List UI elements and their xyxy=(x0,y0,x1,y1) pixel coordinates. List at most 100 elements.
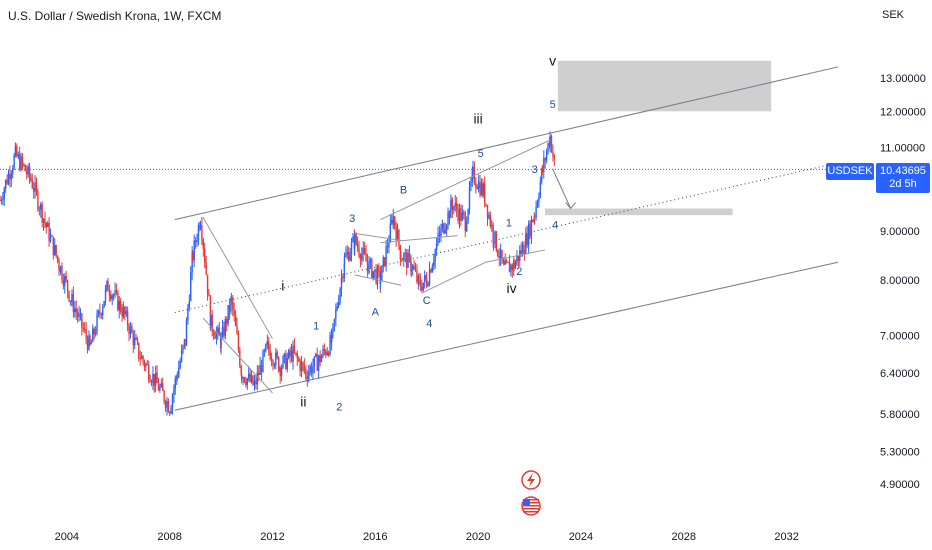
wave-label: iii xyxy=(473,111,482,127)
candle-body xyxy=(389,223,392,243)
candle-body xyxy=(86,338,89,350)
candle-body xyxy=(226,318,228,324)
candle-body xyxy=(166,401,168,408)
candle-body xyxy=(4,179,7,189)
candle-body xyxy=(368,261,370,273)
candle-body xyxy=(472,166,474,171)
candle-body xyxy=(437,234,439,244)
candle-body xyxy=(346,251,348,255)
candle-body xyxy=(523,244,525,254)
candle-body xyxy=(253,380,256,384)
candle-body xyxy=(10,173,13,180)
candle-body xyxy=(326,352,328,355)
candle-body xyxy=(305,371,307,377)
y-tick-label: 12.00000 xyxy=(880,106,926,118)
channel-line xyxy=(174,261,839,411)
candle-body xyxy=(193,240,195,260)
candle-body xyxy=(173,388,175,396)
candle-body xyxy=(347,251,350,261)
candle-body xyxy=(208,294,210,297)
wave-label: i xyxy=(281,278,284,294)
candlestick-series xyxy=(0,131,556,417)
candle-body xyxy=(214,335,216,339)
candle-body xyxy=(268,341,270,351)
wave-trend-line xyxy=(380,235,458,244)
candle-body xyxy=(394,216,396,227)
candle-body xyxy=(191,252,193,273)
candle-body xyxy=(335,309,337,319)
candle-body xyxy=(85,328,87,339)
candle-body xyxy=(140,356,143,359)
candle-body xyxy=(156,372,158,383)
symbol-price-tag[interactable]: USDSEK xyxy=(826,163,874,180)
candle-body xyxy=(35,182,38,192)
candle-body xyxy=(385,246,387,266)
last-price-value: 10.43695 xyxy=(880,165,926,177)
candle-body xyxy=(302,362,304,365)
candle-body xyxy=(440,228,442,237)
us-flag-stripe xyxy=(523,511,539,513)
candle-body xyxy=(350,241,353,254)
candle-body xyxy=(547,143,549,152)
candle-body xyxy=(470,182,472,187)
candle-body xyxy=(37,191,39,210)
candle-body xyxy=(76,312,79,317)
candle-body xyxy=(392,216,394,225)
candle-body xyxy=(234,315,237,326)
candle-body xyxy=(139,358,141,360)
candle-body xyxy=(414,269,417,271)
candle-body xyxy=(227,305,229,324)
candle-body xyxy=(433,260,435,266)
candle-body xyxy=(313,356,316,367)
candle-body xyxy=(527,223,530,246)
candle-body xyxy=(220,336,222,348)
projection-arrow xyxy=(552,168,572,209)
candle-body xyxy=(283,353,286,357)
candle-body xyxy=(182,345,184,351)
candle-body xyxy=(299,360,301,371)
candle-body xyxy=(149,379,151,382)
candle-body xyxy=(178,367,180,378)
candle-body xyxy=(401,259,404,261)
candle-body xyxy=(74,308,76,312)
candle-body xyxy=(303,364,306,371)
candle-body xyxy=(383,257,386,266)
candle-body xyxy=(30,176,32,180)
candle-body xyxy=(336,306,338,310)
candle-body xyxy=(69,300,72,302)
candle-body xyxy=(240,374,243,380)
candle-body xyxy=(125,311,127,315)
wave-label: v xyxy=(549,52,556,68)
candle-body xyxy=(112,295,115,297)
us-flag-stripe xyxy=(523,505,539,507)
candle-body xyxy=(552,151,554,156)
candle-body xyxy=(46,223,49,227)
candle-body xyxy=(93,328,95,335)
candle-body xyxy=(221,327,224,337)
candle-body xyxy=(295,352,297,354)
candle-body xyxy=(194,240,197,243)
candle-body xyxy=(312,366,314,374)
candle-body xyxy=(315,354,317,357)
candle-body xyxy=(81,313,83,328)
candle-body xyxy=(209,296,212,329)
wave-trend-line xyxy=(202,317,273,394)
candle-body xyxy=(441,223,444,229)
candle-body xyxy=(122,307,125,317)
wave-label: 4 xyxy=(552,220,558,232)
candle-body xyxy=(505,260,508,263)
candle-body xyxy=(232,297,234,310)
candle-body xyxy=(162,383,164,391)
candle-body xyxy=(100,313,102,316)
candle-body xyxy=(236,325,238,334)
candle-body xyxy=(319,355,321,362)
candle-body xyxy=(426,278,428,287)
candle-body xyxy=(428,269,431,284)
candle-body xyxy=(146,364,148,366)
candle-body xyxy=(448,211,451,219)
candle-body xyxy=(517,256,520,261)
candle-body xyxy=(240,366,242,375)
candle-body xyxy=(476,186,478,189)
candle-body xyxy=(475,182,477,187)
